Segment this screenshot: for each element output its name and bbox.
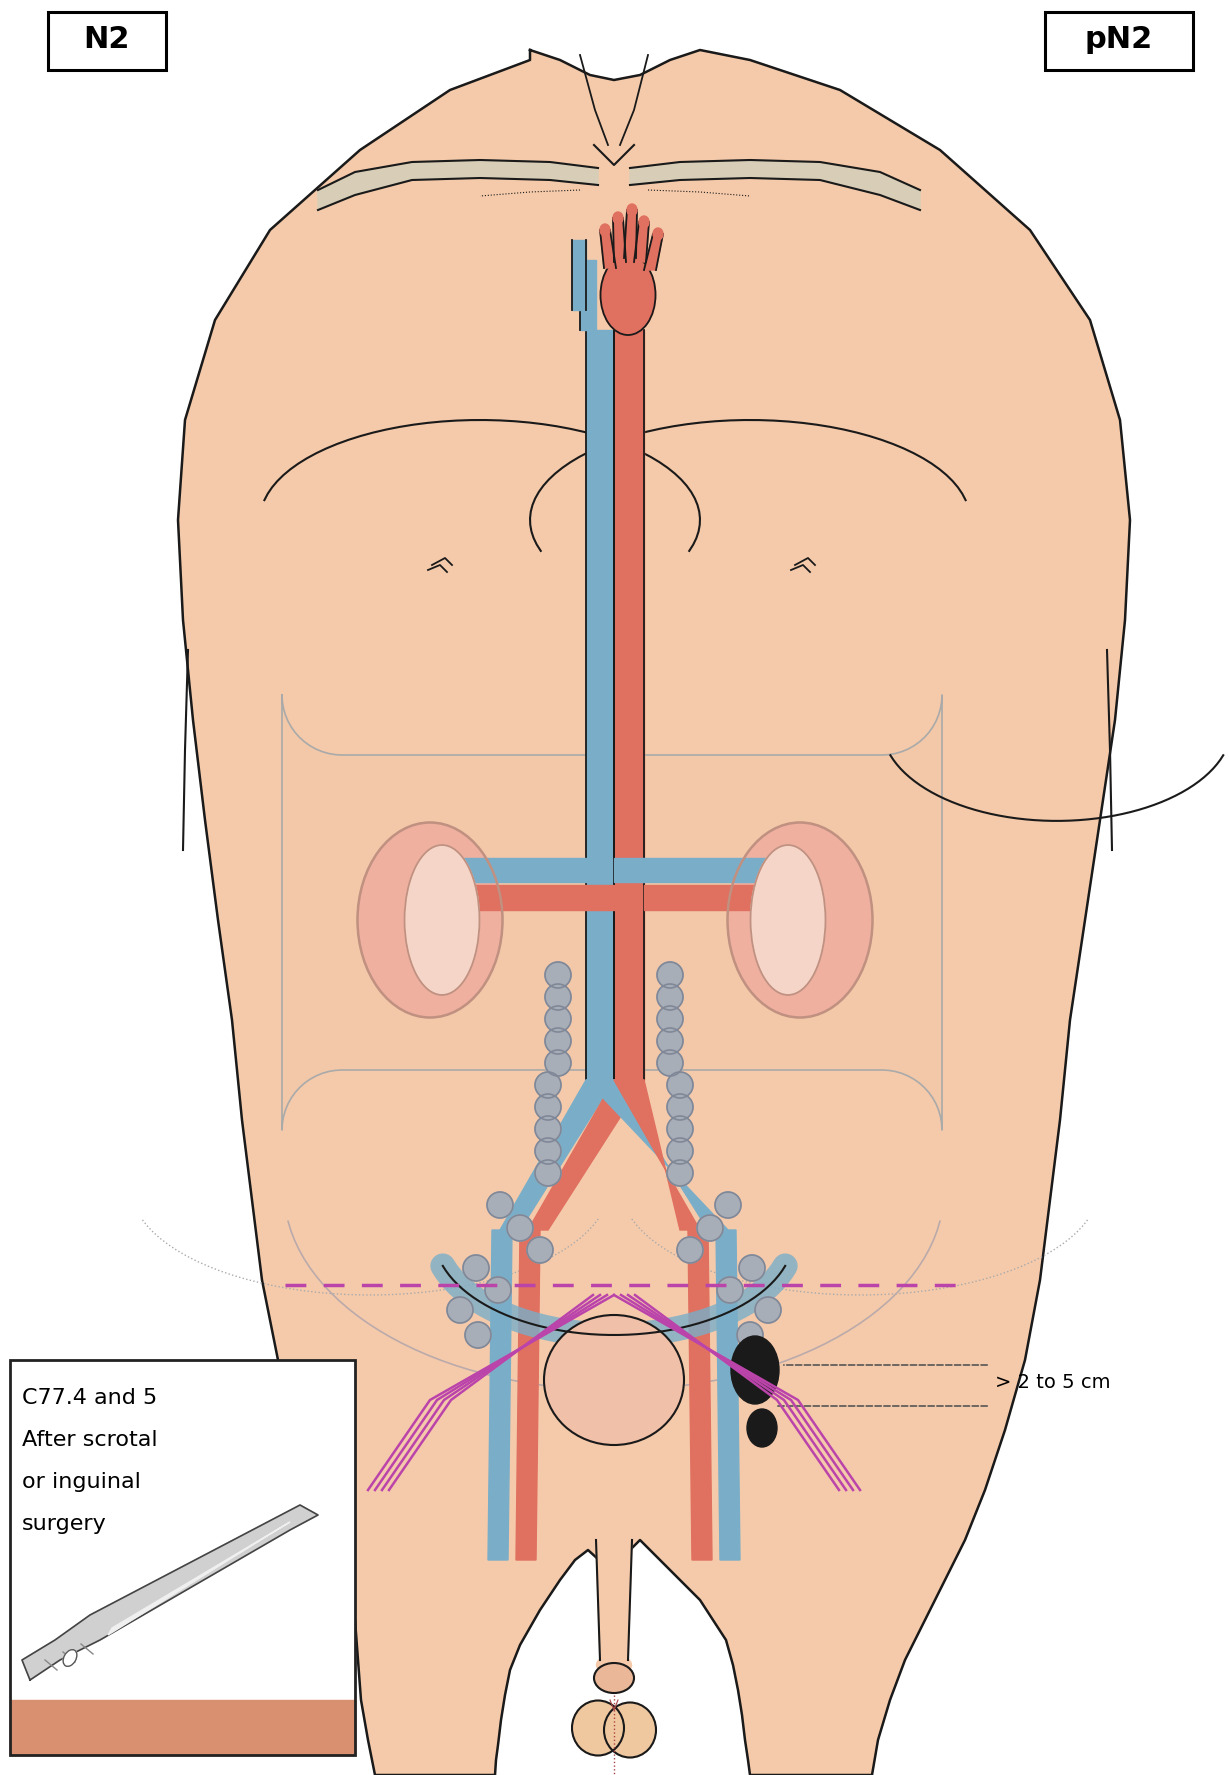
Polygon shape [600,231,616,268]
Polygon shape [586,1079,728,1230]
Circle shape [667,1161,693,1186]
Text: surgery: surgery [22,1514,107,1534]
Circle shape [463,1255,489,1282]
Ellipse shape [613,211,623,224]
Polygon shape [644,886,771,911]
Polygon shape [614,1079,701,1230]
Bar [10,1700,355,1755]
Circle shape [535,1116,560,1141]
Polygon shape [571,240,586,311]
Circle shape [667,1093,693,1120]
Ellipse shape [603,1702,656,1757]
Polygon shape [614,857,780,882]
Polygon shape [613,218,626,263]
Polygon shape [630,160,921,209]
Circle shape [667,1116,693,1141]
Ellipse shape [404,845,479,996]
Polygon shape [488,1230,512,1560]
Circle shape [667,1138,693,1164]
Circle shape [485,1276,511,1303]
Ellipse shape [63,1649,77,1667]
Circle shape [535,1093,560,1120]
FancyBboxPatch shape [1045,12,1193,69]
Bar [10,1360,355,1755]
Circle shape [697,1216,723,1241]
Circle shape [737,1322,763,1347]
Circle shape [715,1193,741,1218]
Ellipse shape [639,217,649,227]
Polygon shape [460,886,614,911]
Circle shape [658,1006,683,1031]
Polygon shape [108,1521,290,1635]
Circle shape [544,1006,571,1031]
Polygon shape [178,50,1129,1775]
Ellipse shape [571,1700,624,1755]
Ellipse shape [747,1409,777,1447]
Circle shape [658,983,683,1010]
Circle shape [487,1193,512,1218]
Circle shape [658,962,683,989]
Circle shape [739,1255,764,1282]
Polygon shape [281,696,941,1131]
Circle shape [527,1237,553,1264]
Circle shape [544,983,571,1010]
Polygon shape [580,259,596,330]
Text: or inguinal: or inguinal [22,1471,141,1493]
Polygon shape [644,234,662,270]
Ellipse shape [627,204,637,217]
Text: C77.4 and 5: C77.4 and 5 [22,1388,157,1408]
Circle shape [717,1276,744,1303]
Circle shape [508,1216,533,1241]
Polygon shape [614,330,644,1079]
Polygon shape [500,1079,614,1230]
Ellipse shape [601,256,655,335]
Circle shape [677,1237,703,1264]
Polygon shape [624,209,637,257]
Text: > 2 to 5 cm: > 2 to 5 cm [995,1374,1111,1393]
Circle shape [544,1028,571,1054]
Polygon shape [596,1541,632,1660]
Polygon shape [22,1505,318,1679]
Circle shape [544,1051,571,1076]
Ellipse shape [600,224,610,236]
Circle shape [658,1051,683,1076]
Ellipse shape [731,1337,779,1404]
Polygon shape [450,857,586,882]
Text: pN2: pN2 [1085,25,1153,55]
FancyBboxPatch shape [48,12,166,69]
Ellipse shape [544,1315,685,1445]
Text: After scrotal: After scrotal [22,1431,157,1450]
Circle shape [544,962,571,989]
Polygon shape [688,1230,712,1560]
Circle shape [535,1161,560,1186]
Ellipse shape [728,822,873,1017]
Polygon shape [528,1079,644,1230]
Polygon shape [717,1230,740,1560]
Circle shape [658,1028,683,1054]
Circle shape [447,1298,473,1322]
Polygon shape [586,330,614,1079]
Ellipse shape [596,1654,632,1676]
Ellipse shape [653,227,662,240]
Text: N2: N2 [84,25,130,55]
Circle shape [465,1322,492,1347]
Ellipse shape [594,1663,634,1693]
Circle shape [755,1298,780,1322]
Ellipse shape [358,822,503,1017]
Polygon shape [516,1230,540,1560]
Polygon shape [634,222,649,263]
Polygon shape [318,160,599,209]
Bar [10,1360,355,1755]
Circle shape [667,1072,693,1099]
Circle shape [535,1072,560,1099]
Ellipse shape [751,845,826,996]
Circle shape [535,1138,560,1164]
